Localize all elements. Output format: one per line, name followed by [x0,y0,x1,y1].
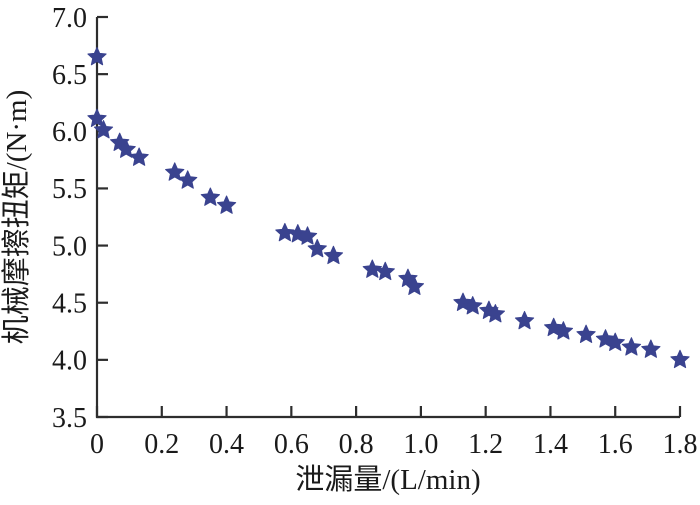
data-point-star [93,120,114,139]
x-tick-label: 1.0 [403,429,438,460]
x-tick-label: 1.6 [598,429,633,460]
x-tick-label: 1.4 [533,429,568,460]
data-point-star [178,170,198,189]
y-tick-label: 5.5 [52,174,87,205]
x-tick-label: 0.8 [339,429,374,460]
data-point-star [605,332,625,351]
data-point-star [641,339,661,358]
x-tick-label: 1.8 [663,429,698,460]
data-point-star [621,337,642,356]
y-tick-label: 3.5 [52,403,87,434]
y-tick-label: 4.0 [52,346,87,377]
y-axis-title: 机械摩擦扭矩/(N·m) [0,90,33,345]
data-point-star [375,261,395,281]
data-point-star [307,238,327,258]
data-point-star [670,349,690,369]
data-point-star [216,195,237,214]
data-point-star [87,108,107,127]
y-tick-label: 6.5 [52,60,87,91]
x-tick-label: 0.2 [144,429,179,460]
data-point-star [362,259,382,278]
x-tick-label: 1.2 [468,429,503,460]
data-point-star [463,296,483,315]
y-tick-label: 4.5 [52,289,87,320]
x-tick-label: 0.6 [274,429,309,460]
data-point-star [514,310,535,330]
data-point-star [87,46,107,66]
data-point-star [323,245,344,265]
data-point-star [576,324,596,343]
data-point-star [404,276,425,295]
data-point-star [165,162,185,181]
x-tick-label: 0.4 [209,429,244,460]
x-axis-title: 泄漏量/(L/min) [295,463,480,496]
chart-generated-content: 3.5 4.0 4.5 5.0 5.5 6.0 6.5 7.0 0 0.2 0.4 0.6 0.8 1.0… [52,3,698,460]
data-point-star [297,226,318,245]
data-point-star [116,139,136,158]
data-point-star [275,222,295,242]
data-point-star [200,187,220,206]
data-point-star [129,147,149,166]
data-point-star [553,321,574,340]
axis-spines [95,17,680,419]
x-tick-label: 0 [90,429,104,460]
y-tick-label: 7.0 [52,3,87,34]
y-tick-label: 6.0 [52,117,87,148]
y-tick-label: 5.0 [52,231,87,262]
data-point-star [485,304,506,323]
